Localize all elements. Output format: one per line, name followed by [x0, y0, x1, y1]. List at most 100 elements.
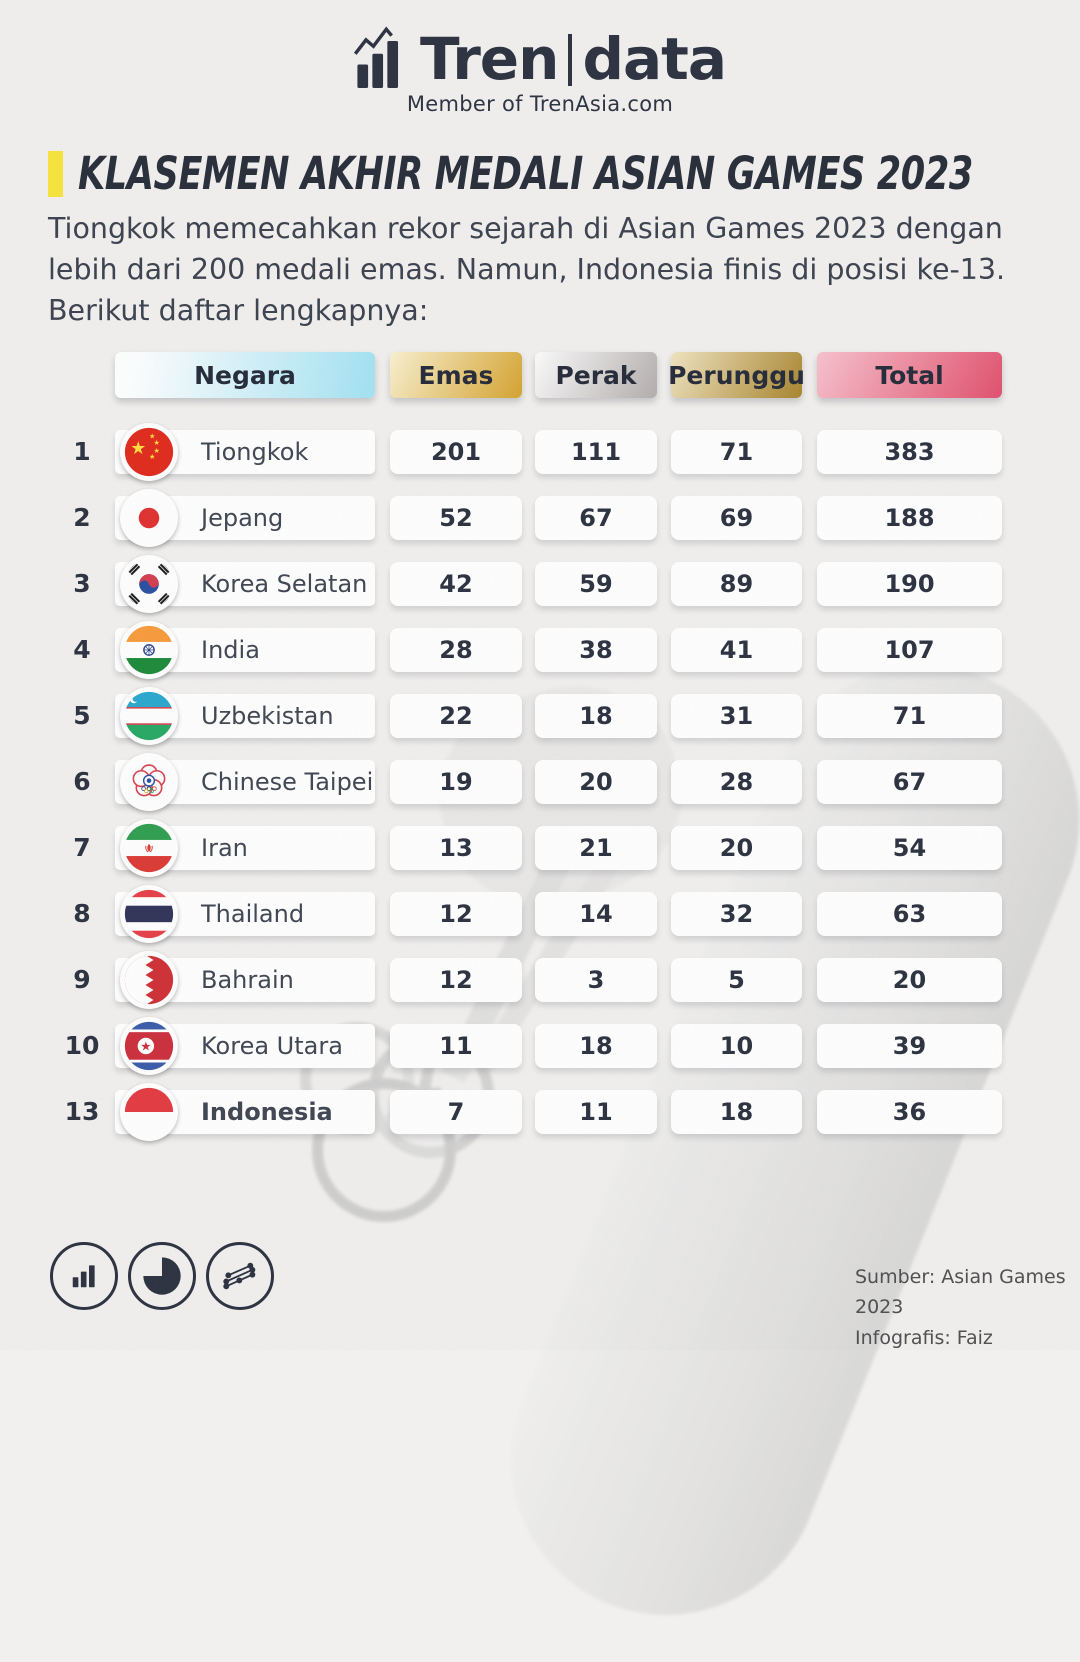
column-header-total: Total: [817, 352, 1002, 398]
scatter-trend-icon: [206, 1242, 274, 1310]
country-name: Uzbekistan: [201, 702, 334, 730]
total-value: 36: [817, 1090, 1002, 1134]
country-name: Korea Utara: [201, 1032, 343, 1060]
table-row: 9 Bahrain 12 3 5 20: [0, 951, 1080, 1009]
rank-label: 2: [73, 503, 91, 532]
country-pill: Jepang: [115, 489, 375, 547]
flag-india-icon: [120, 621, 178, 679]
country-name: India: [201, 636, 260, 664]
rank-label: 5: [73, 701, 91, 730]
bronze-value: 5: [671, 958, 802, 1002]
country-pill: India: [115, 621, 375, 679]
gold-value: 12: [390, 958, 522, 1002]
brand-name-right: data: [582, 25, 727, 93]
gold-value: 19: [390, 760, 522, 804]
bronze-value: 18: [671, 1090, 802, 1134]
description-text: Tiongkok memecahkan rekor sejarah di Asi…: [48, 212, 1006, 327]
flag-tiongkok-icon: ★ ★ ★ ★ ★: [120, 423, 178, 481]
bronze-value: 41: [671, 628, 802, 672]
source-credit: Sumber: Asian Games 2023 Infografis: Fai…: [855, 1262, 1080, 1353]
country-name: Tiongkok: [201, 438, 309, 466]
total-value: 383: [817, 430, 1002, 474]
total-value: 107: [817, 628, 1002, 672]
brand-separator: [568, 34, 573, 86]
rank-label: 4: [73, 635, 91, 664]
total-value: 54: [817, 826, 1002, 870]
total-value: 71: [817, 694, 1002, 738]
rank-label: 10: [64, 1031, 100, 1060]
total-value: 39: [817, 1024, 1002, 1068]
country-pill: ★ Korea Utara: [115, 1017, 375, 1075]
rank-label: 1: [73, 437, 91, 466]
country-pill: Korea Selatan: [115, 555, 375, 613]
svg-text:★: ★: [149, 452, 155, 461]
country-pill: Iran: [115, 819, 375, 877]
silver-value: 59: [535, 562, 657, 606]
rank-label: 9: [73, 965, 91, 994]
title-accent-bar: [48, 150, 63, 197]
bronze-value: 31: [671, 694, 802, 738]
column-header-perunggu: Perunggu: [668, 352, 805, 398]
silver-value: 3: [535, 958, 657, 1002]
flag-iran-icon: [120, 819, 178, 877]
flag-korea-utara-icon: ★: [120, 1017, 178, 1075]
column-header-perak: Perak: [535, 352, 657, 398]
silver-value: 14: [535, 892, 657, 936]
bar-chart-trend-icon: [354, 26, 399, 88]
page-title: KLASEMEN AKHIR MEDALI ASIAN GAMES 2023: [78, 147, 973, 200]
gold-value: 201: [390, 430, 522, 474]
table-row: 7 Iran 13 21 20 54: [0, 819, 1080, 877]
country-pill: Bahrain: [115, 951, 375, 1009]
silver-value: 18: [535, 694, 657, 738]
svg-text:★: ★: [140, 1038, 151, 1053]
country-name: Thailand: [201, 900, 305, 928]
bronze-value: 28: [671, 760, 802, 804]
gold-value: 13: [390, 826, 522, 870]
silver-value: 18: [535, 1024, 657, 1068]
country-name: Chinese Taipei: [201, 768, 374, 796]
bronze-value: 32: [671, 892, 802, 936]
country-pill: ★ ★ ★ ★ ★ Tiongkok: [115, 423, 375, 481]
gold-value: 12: [390, 892, 522, 936]
column-header-emas: Emas: [390, 352, 522, 398]
pie-chart-icon: [128, 1242, 196, 1310]
table-header: Negara Emas Perak Perunggu Total: [0, 352, 1080, 398]
total-value: 63: [817, 892, 1002, 936]
gold-value: 52: [390, 496, 522, 540]
country-name: Indonesia: [201, 1098, 333, 1126]
svg-text:★: ★: [130, 438, 146, 459]
silver-value: 20: [535, 760, 657, 804]
bronze-value: 20: [671, 826, 802, 870]
table-row: 3 Korea Selatan 42 59 89 190: [0, 555, 1080, 613]
flag-jepang-icon: [120, 489, 178, 547]
country-pill: Thailand: [115, 885, 375, 943]
bronze-value: 69: [671, 496, 802, 540]
medal-table: 1 ★ ★ ★ ★ ★ Tiongkok 201 111 71 383 2 Jepan…: [0, 423, 1080, 1141]
bronze-value: 10: [671, 1024, 802, 1068]
gold-value: 7: [390, 1090, 522, 1134]
country-name: Korea Selatan: [201, 570, 368, 598]
country-name: Bahrain: [201, 966, 294, 994]
table-row: 6 Chinese Taipei 19 20 28 67: [0, 753, 1080, 811]
table-row: 1 ★ ★ ★ ★ ★ Tiongkok 201 111 71 383: [0, 423, 1080, 481]
brand-header: Tren data Member of TrenAsia.com: [0, 26, 1080, 116]
table-row: 10 ★ Korea Utara 11 18 10 39: [0, 1017, 1080, 1075]
country-name: Jepang: [201, 504, 284, 532]
country-pill: Indonesia: [115, 1083, 375, 1141]
flag-thailand-icon: [120, 885, 178, 943]
flag-korea-selatan-icon: [120, 555, 178, 613]
total-value: 20: [817, 958, 1002, 1002]
source-line: Sumber: Asian Games 2023: [855, 1266, 1066, 1319]
bronze-value: 89: [671, 562, 802, 606]
brand-name-left: Tren: [420, 25, 559, 93]
table-row-highlighted: 13 Indonesia 7 11 18 36: [0, 1083, 1080, 1141]
table-row: 8 Thailand 12 14 32 63: [0, 885, 1080, 943]
bronze-value: 71: [671, 430, 802, 474]
rank-label: 7: [73, 833, 91, 862]
silver-value: 67: [535, 496, 657, 540]
country-pill: Uzbekistan: [115, 687, 375, 745]
table-row: 2 Jepang 52 67 69 188: [0, 489, 1080, 547]
brand-tagline: Member of TrenAsia.com: [406, 92, 674, 116]
title-block: KLASEMEN AKHIR MEDALI ASIAN GAMES 2023: [48, 147, 1080, 200]
bar-chart-icon: [50, 1242, 118, 1310]
